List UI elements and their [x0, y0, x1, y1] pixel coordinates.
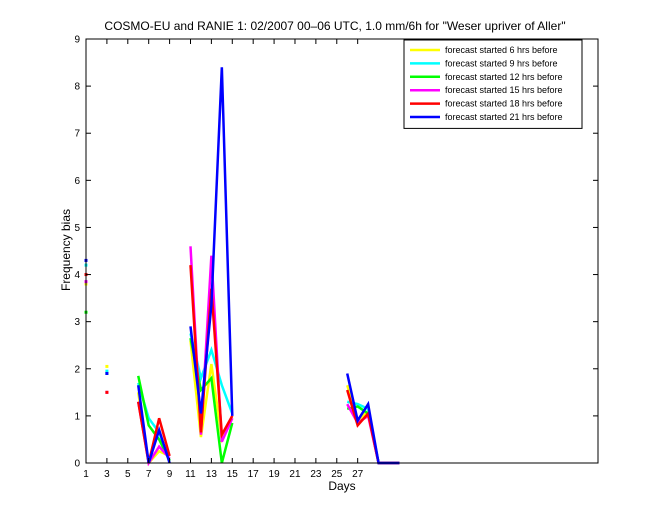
- x-axis-label: Days: [328, 479, 355, 493]
- x-tick-label: 23: [310, 469, 322, 480]
- series-5: [84, 265, 400, 465]
- legend-label: forecast started 18 hrs before: [445, 99, 563, 109]
- x-tick-label: 25: [331, 469, 343, 480]
- y-tick-label: 0: [74, 459, 80, 470]
- series-point: [105, 390, 109, 394]
- y-tick-label: 4: [74, 270, 80, 281]
- series-line: [346, 384, 400, 465]
- x-tick-label: 19: [269, 469, 281, 480]
- x-tick-label: 9: [167, 469, 173, 480]
- y-axis-label: Frequency bias: [59, 209, 73, 291]
- legend-box: [403, 39, 583, 129]
- legend-item: forecast started 12 hrs before: [410, 72, 563, 82]
- y-tick-label: 2: [74, 364, 80, 375]
- legend-item: forecast started 15 hrs before: [410, 85, 563, 95]
- legend-label: forecast started 6 hrs before: [445, 45, 558, 55]
- series-4: [84, 246, 400, 467]
- series-line: [137, 385, 171, 464]
- legend-item: forecast started 9 hrs before: [410, 58, 558, 68]
- x-tick-label: 11: [185, 469, 196, 480]
- y-tick-label: 3: [74, 317, 80, 328]
- legend-item: forecast started 21 hrs before: [410, 112, 563, 122]
- series-line: [189, 246, 234, 443]
- x-tick-label: 21: [289, 469, 301, 480]
- series-2: [84, 263, 400, 465]
- series-line: [189, 67, 234, 416]
- chart-title: COSMO-EU and RANIE 1: 02/2007 00–06 UTC,…: [104, 19, 565, 33]
- legend-label: forecast started 9 hrs before: [445, 58, 558, 68]
- x-tick-label: 3: [104, 469, 110, 480]
- series-3: [84, 310, 400, 465]
- x-tick-label: 27: [352, 469, 364, 480]
- legend-label: forecast started 12 hrs before: [445, 72, 563, 82]
- legend-label: forecast started 21 hrs before: [445, 112, 563, 122]
- legend-item: forecast started 6 hrs before: [410, 45, 558, 55]
- plot-area: [84, 67, 400, 467]
- x-tick-label: 1: [83, 469, 89, 480]
- series-point: [105, 364, 109, 368]
- x-tick-label: 15: [227, 469, 239, 480]
- legend-label: forecast started 15 hrs before: [445, 85, 563, 95]
- y-tick-label: 6: [74, 176, 80, 187]
- series-point: [105, 369, 109, 373]
- y-tick-label: 5: [74, 223, 80, 234]
- x-tick-label: 7: [146, 469, 152, 480]
- x-tick-label: 17: [248, 469, 260, 480]
- legend-item: forecast started 18 hrs before: [410, 99, 563, 109]
- x-tick-label: 5: [125, 469, 131, 480]
- axes-box: [85, 38, 599, 464]
- y-tick-label: 9: [74, 35, 80, 46]
- y-tick-label: 8: [74, 82, 80, 93]
- y-tick-label: 1: [74, 411, 80, 422]
- series-1: [84, 282, 400, 466]
- x-tick-label: 13: [206, 469, 218, 480]
- series-point: [105, 371, 109, 375]
- y-tick-label: 7: [74, 129, 80, 140]
- legend: forecast started 6 hrs before forecast st…: [403, 39, 583, 129]
